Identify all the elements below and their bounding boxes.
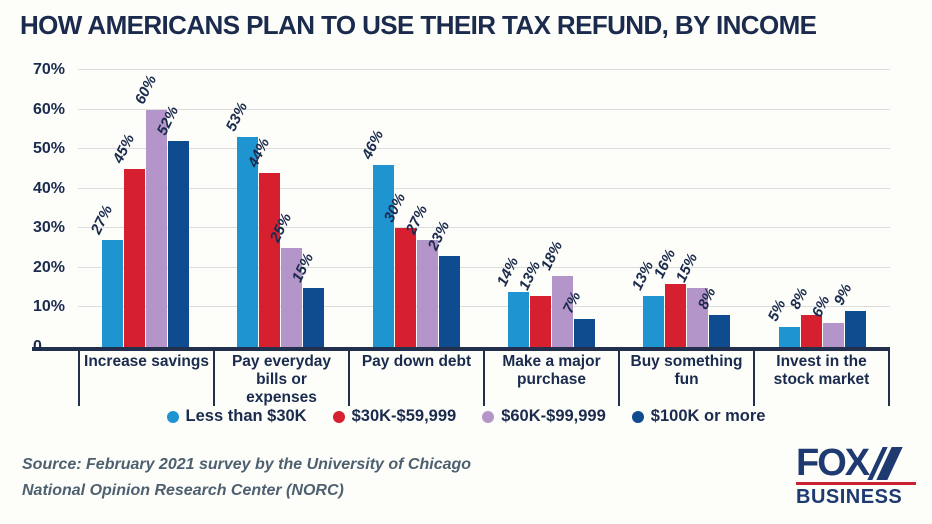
bar: 13% xyxy=(516,258,552,347)
gridline xyxy=(78,266,890,268)
business-wordmark: BUSINESS xyxy=(796,486,903,508)
y-axis-tick-label: 0 xyxy=(33,338,42,355)
bar-group: 46% 30% 27% 23% xyxy=(349,70,484,347)
bar-group: 14% 13% 18% 7% xyxy=(484,70,619,347)
legend-label: $60K-$99,999 xyxy=(501,407,606,425)
bar-group: 5% 8% 6% 9% xyxy=(755,70,890,347)
category-label: Pay down debt xyxy=(348,351,483,407)
bar-value-label: 27% xyxy=(87,202,117,238)
category-label: Buy something fun xyxy=(618,351,753,407)
bar: 27% xyxy=(88,203,124,347)
logo-red-divider xyxy=(796,482,916,485)
bar: 7% xyxy=(560,289,596,347)
bar: 18% xyxy=(538,238,574,347)
bar-value-label: 13% xyxy=(629,258,658,293)
logo-top-row: FOX xyxy=(796,442,916,484)
bar: 52% xyxy=(154,104,190,347)
bar: 15% xyxy=(673,250,709,347)
y-axis-tick-label: 50% xyxy=(33,140,66,158)
bar: 8% xyxy=(787,285,822,347)
legend-item: $60K-$99,999 xyxy=(482,407,606,426)
bar: 23% xyxy=(425,219,460,347)
bar-value-label: 9% xyxy=(830,281,856,309)
bar-group: 13% 16% 15% 8% xyxy=(619,70,754,347)
legend-item: $100K or more xyxy=(631,407,766,426)
gridline xyxy=(78,148,890,150)
bar: 44% xyxy=(245,135,281,347)
category-label: Increase savings xyxy=(78,351,213,407)
bar: 53% xyxy=(223,100,259,347)
bar: 6% xyxy=(809,293,844,347)
bar-group: 27% 45% 60% 52% xyxy=(78,70,213,347)
legend-dot-icon xyxy=(482,410,495,423)
bar-value-label: 8% xyxy=(786,285,812,313)
gridline xyxy=(78,227,890,229)
bar: 45% xyxy=(110,131,146,347)
y-axis-tick-label: 10% xyxy=(33,298,66,316)
bar: 27% xyxy=(403,203,438,347)
legend-dot-icon xyxy=(332,410,345,423)
bar: 14% xyxy=(494,254,530,347)
bar-groups: 27% 45% 60% 52% 53% 44% 25% 15% 46% 30% 27% 23% 14% 1… xyxy=(78,70,890,347)
searchlight-beam-icon xyxy=(867,447,903,480)
legend-dot-icon xyxy=(166,410,179,423)
bar: 9% xyxy=(831,281,866,347)
legend-label: Less than $30K xyxy=(185,407,307,425)
bar-value-label: 53% xyxy=(223,99,252,135)
bar-value-label: 5% xyxy=(764,297,790,325)
fox-wordmark: FOX xyxy=(796,442,870,484)
bar-group: 53% 44% 25% 15% xyxy=(213,70,348,347)
source-note: Source: February 2021 survey by the Univ… xyxy=(22,452,471,503)
bar-value-label: 27% xyxy=(402,202,431,238)
bar-value-label: 23% xyxy=(424,218,453,253)
legend-item: $30K-$59,999 xyxy=(332,407,457,426)
bar: 13% xyxy=(629,258,665,347)
bar: 46% xyxy=(359,128,394,347)
y-axis-tick-label: 70% xyxy=(33,61,66,78)
source-line-2: National Opinion Research Center (NORC) xyxy=(22,481,344,499)
bar: 15% xyxy=(289,250,325,347)
bar: 30% xyxy=(381,191,416,347)
chart-title: HOW AMERICANS PLAN TO USE THEIR TAX REFU… xyxy=(20,10,817,40)
plot-area: 70% 60% 50% 40% 30% 20% 10% 0 27% 45% 60% 52% 53% 44%… xyxy=(32,61,890,355)
bar-value-label: 60% xyxy=(131,72,161,107)
legend: Less than $30K $30K-$59,999 $60K-$99,999 $1… xyxy=(0,407,932,426)
source-line-1: Source: February 2021 survey by the Univ… xyxy=(22,456,472,473)
gridline xyxy=(78,69,890,70)
category-label: Invest in the stock market xyxy=(753,351,890,407)
y-axis-tick-label: 30% xyxy=(33,219,66,237)
bar-value-label: 46% xyxy=(358,127,387,162)
bar: 60% xyxy=(132,72,168,347)
category-label: Make a major purchase xyxy=(483,351,618,407)
bar: 8% xyxy=(695,285,731,347)
y-axis-tick-label: 60% xyxy=(33,100,66,118)
category-label: Pay everyday bills or expenses xyxy=(213,351,348,407)
bar: 5% xyxy=(765,297,800,347)
y-axis-tick-label: 40% xyxy=(33,179,66,197)
legend-item: Less than $30K xyxy=(166,407,307,426)
bar: 25% xyxy=(267,211,303,347)
bar: 16% xyxy=(651,246,687,347)
gridline xyxy=(78,187,890,189)
legend-label: $30K-$59,999 xyxy=(351,407,457,425)
legend-dot-icon xyxy=(631,410,644,423)
gridline xyxy=(78,108,890,110)
x-axis-category-labels: Increase savings Pay everyday bills or ex… xyxy=(78,351,890,407)
legend-label: $100K or more xyxy=(650,407,766,425)
bar-value-label: 45% xyxy=(109,131,139,166)
gridline xyxy=(78,306,890,308)
bar-value-label: 18% xyxy=(537,238,567,273)
fox-business-logo: FOX BUSINESS xyxy=(796,442,916,509)
y-axis-tick-label: 20% xyxy=(33,258,66,276)
